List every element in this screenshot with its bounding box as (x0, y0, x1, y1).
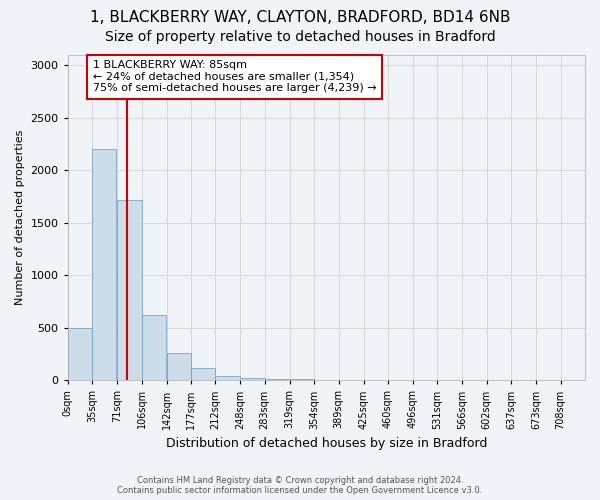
X-axis label: Distribution of detached houses by size in Bradford: Distribution of detached houses by size … (166, 437, 487, 450)
Bar (92, 150, 116, 380)
Text: Contains HM Land Registry data © Crown copyright and database right 2024.
Contai: Contains HM Land Registry data © Crown c… (118, 476, 482, 495)
Bar (265, 378, 289, 380)
Bar (167, 353, 191, 380)
Bar (290, 379, 314, 380)
Bar (215, 376, 239, 380)
Text: 1 BLACKBERRY WAY: 85sqm
← 24% of detached houses are smaller (1,354)
75% of semi: 1 BLACKBERRY WAY: 85sqm ← 24% of detache… (93, 60, 376, 94)
Text: Size of property relative to detached houses in Bradford: Size of property relative to detached ho… (104, 30, 496, 44)
Bar (191, 368, 215, 380)
Bar (142, 315, 166, 380)
Bar (68, 328, 92, 380)
Bar (117, 200, 142, 380)
Bar (241, 378, 265, 380)
Y-axis label: Number of detached properties: Number of detached properties (15, 130, 25, 306)
Text: 1, BLACKBERRY WAY, CLAYTON, BRADFORD, BD14 6NB: 1, BLACKBERRY WAY, CLAYTON, BRADFORD, BD… (90, 10, 510, 25)
